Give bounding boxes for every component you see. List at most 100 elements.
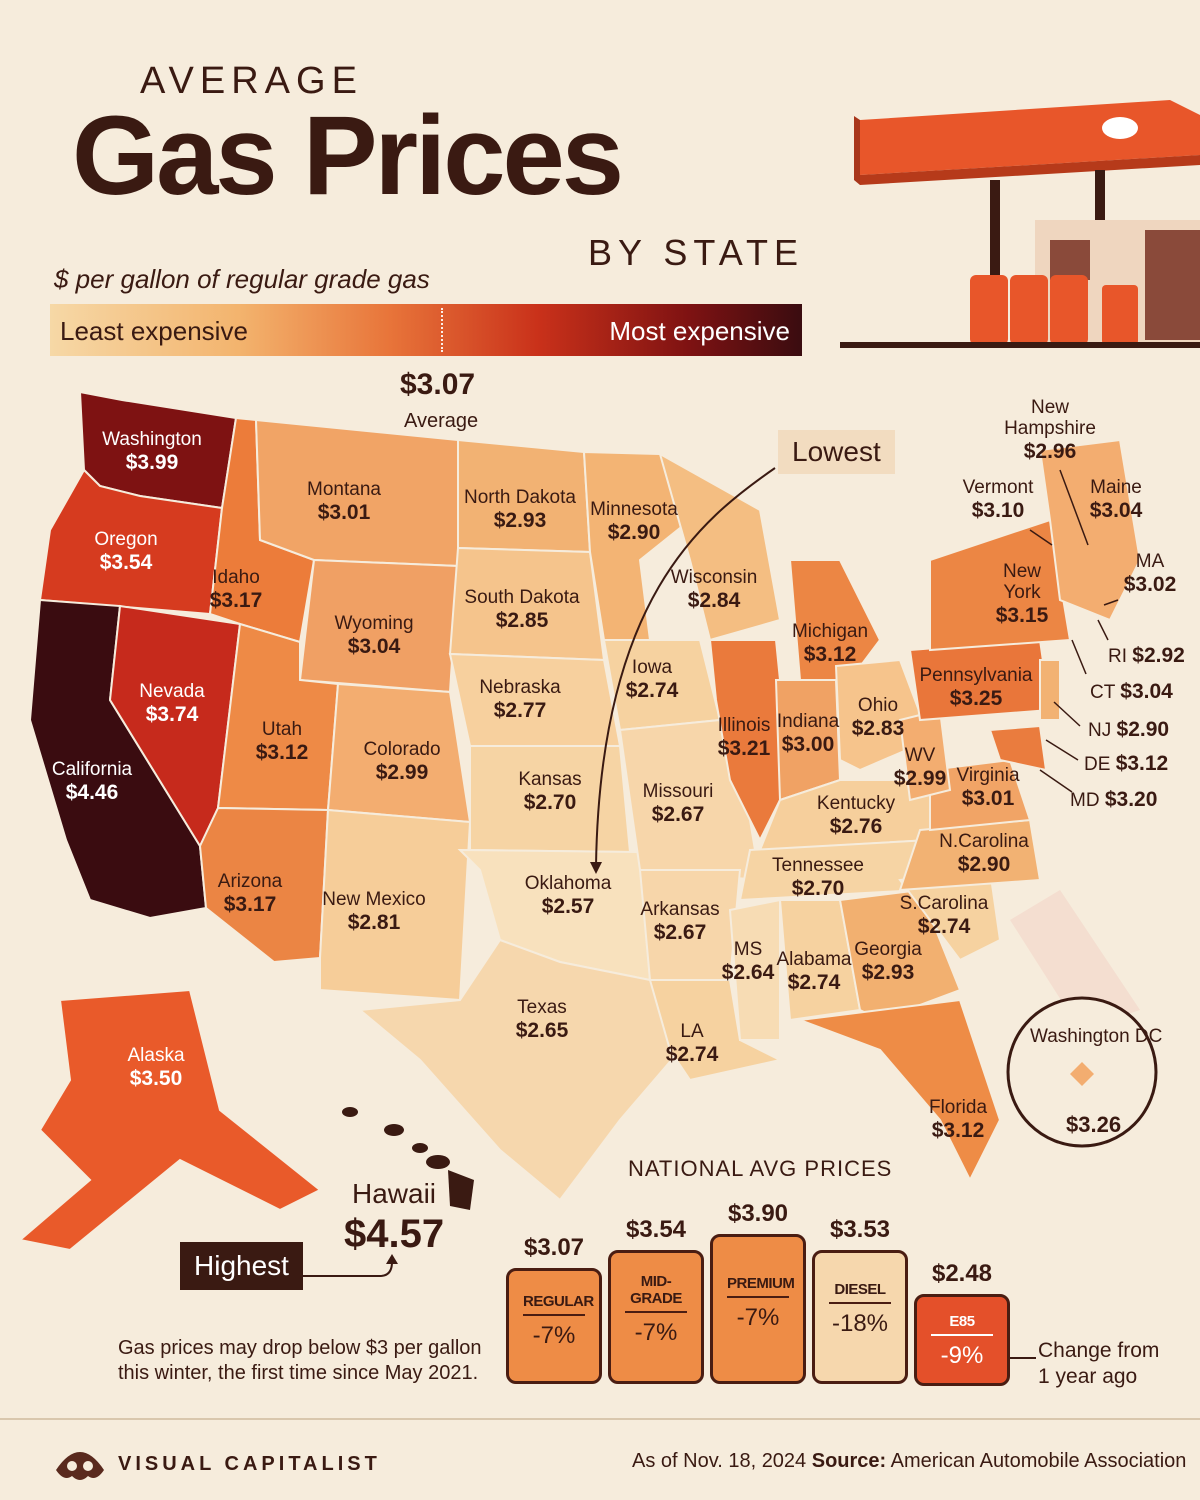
- lowest-arrow: [595, 467, 776, 867]
- virginia-shape: [929, 758, 1032, 832]
- as-of-date: As of Nov. 18, 2024: [632, 1450, 807, 1472]
- state-label-kentucky: Kentucky $2.76: [816, 793, 896, 838]
- visual-capitalist-logo-icon: [56, 1452, 104, 1480]
- dc-shape: [1070, 1062, 1094, 1086]
- state-label-ohio: Ohio $2.83: [851, 695, 905, 740]
- source-line: As of Nov. 18, 2024 Source: American Aut…: [632, 1450, 1186, 1473]
- state-label-connecticut: CT $3.04: [1090, 680, 1173, 703]
- mississippi-shape: [728, 898, 781, 1041]
- state-label-louisiana: LA $2.74: [665, 1021, 719, 1066]
- page-title: Gas Prices: [72, 93, 624, 218]
- state-label-massachusetts: MA $3.02: [1123, 551, 1177, 596]
- state-label-wisconsin: Wisconsin $2.84: [670, 567, 758, 612]
- state-label-nebraska: Nebraska $2.77: [479, 677, 561, 722]
- gas-station-illustration: [840, 100, 1200, 348]
- state-label-new-york: New York $3.15: [995, 561, 1049, 627]
- us-map: [17, 392, 1158, 1359]
- state-label-arizona: Arizona $3.17: [217, 871, 283, 916]
- highest-arrow: [300, 1261, 393, 1277]
- florida-shape: [799, 998, 1002, 1183]
- midgrade-change: -7%: [634, 1319, 678, 1346]
- state-label-rhode-island: RI $2.92: [1108, 644, 1185, 667]
- state-label-tennessee: Tennessee $2.70: [772, 855, 864, 900]
- footnote: Gas prices may drop below $3 per gallon …: [118, 1337, 482, 1384]
- legend-low-label: Least expensive: [60, 316, 248, 346]
- state-label-michigan: Michigan $3.12: [791, 621, 869, 666]
- state-label-iowa: Iowa $2.74: [625, 657, 679, 702]
- premium-name: PREMIUM: [727, 1275, 795, 1298]
- state-label-wyoming: Wyoming $3.04: [334, 613, 414, 658]
- regular-card: REGULAR -7%: [506, 1268, 602, 1384]
- e85-card: E85 -9%: [914, 1294, 1010, 1386]
- regular-name: REGULAR: [523, 1293, 594, 1316]
- state-label-idaho: Idaho $3.17: [209, 567, 263, 612]
- state-label-montana: Montana $3.01: [307, 479, 381, 524]
- leader-lines: [1029, 469, 1119, 793]
- state-label-missouri: Missouri $2.67: [642, 781, 714, 826]
- premium-card: PREMIUM -7%: [710, 1234, 806, 1384]
- state-label-pennsylvania: Pennsylvania $3.25: [919, 665, 1033, 710]
- national-title: NATIONAL AVG PRICES: [628, 1156, 893, 1181]
- diesel-price: $3.53: [829, 1216, 891, 1243]
- state-label-washington: Washington $3.99: [102, 429, 202, 474]
- new-york-shape: [929, 518, 1072, 652]
- highest-tag: Highest: [180, 1242, 303, 1290]
- diesel-name: DIESEL: [829, 1281, 891, 1304]
- state-label-colorado: Colorado $2.99: [363, 739, 441, 784]
- diesel-change: -18%: [831, 1310, 889, 1337]
- state-label-vermont: Vermont $3.10: [962, 477, 1034, 522]
- state-label-maine: Maine $3.04: [1089, 477, 1143, 522]
- source-name: American Automobile Association: [890, 1450, 1187, 1472]
- hawaii-name: Hawaii: [352, 1178, 437, 1209]
- source-label: Source:: [811, 1450, 887, 1472]
- midgrade-price: $3.54: [625, 1216, 687, 1243]
- state-label-kansas: Kansas $2.70: [518, 769, 582, 814]
- alaska-shape: [17, 988, 322, 1252]
- dc-name: Washington DC: [1030, 1026, 1163, 1047]
- state-label-oregon: Oregon $3.54: [94, 529, 158, 574]
- diesel-card: DIESEL -18%: [812, 1250, 908, 1384]
- legend-high-label: Most expensive: [609, 316, 790, 346]
- state-label-virginia: Virginia $3.01: [956, 765, 1020, 810]
- premium-change: -7%: [736, 1304, 780, 1331]
- state-label-new-mexico: New Mexico $2.81: [322, 889, 426, 934]
- state-label-alaska: Alaska $3.50: [127, 1045, 185, 1090]
- state-label-north-carolina: N.Carolina $2.90: [939, 831, 1029, 876]
- legend-midpoint: [441, 308, 443, 352]
- regular-price: $3.07: [523, 1234, 585, 1261]
- midgrade-name: MID-GRADE: [625, 1273, 687, 1313]
- dc-price: $3.26: [1066, 1112, 1122, 1137]
- illinois-shape: [708, 639, 792, 843]
- average-value: $3.07: [400, 368, 476, 401]
- state-label-illinois: Illinois $3.21: [717, 715, 771, 760]
- michigan-shape: [788, 559, 882, 681]
- state-label-north-dakota: North Dakota $2.93: [464, 487, 576, 532]
- dc-inset-pointer: [1010, 890, 1140, 1030]
- state-label-oklahoma: Oklahoma $2.57: [524, 873, 612, 918]
- title-pre: AVERAGE: [140, 60, 363, 102]
- hawaii-price: $4.57: [344, 1212, 445, 1256]
- color-legend-bar: [50, 304, 802, 356]
- brand-name: VISUAL CAPITALIST: [118, 1453, 381, 1475]
- state-label-minnesota: Minnesota $2.90: [590, 499, 678, 544]
- subtitle: $ per gallon of regular grade gas: [54, 264, 430, 294]
- average-label: Average: [404, 410, 479, 432]
- title-post: BY STATE: [588, 232, 805, 273]
- texas-shape: [357, 938, 682, 1202]
- footer-divider: [0, 1418, 1200, 1420]
- state-label-new-hampshire: New Hampshire $2.96: [1004, 397, 1096, 463]
- change-note: Change from 1 year ago: [1038, 1339, 1160, 1389]
- highest-label: Highest: [194, 1250, 289, 1281]
- state-label-georgia: Georgia $2.93: [854, 939, 922, 984]
- state-label-maryland: MD $3.20: [1070, 788, 1158, 811]
- state-label-west-virginia: WV $2.99: [893, 745, 947, 790]
- e85-change: -9%: [940, 1342, 984, 1369]
- new-jersey-shape: [1039, 659, 1061, 721]
- state-label-south-carolina: S.Carolina $2.74: [899, 893, 989, 938]
- state-label-nevada: Nevada $3.74: [139, 681, 205, 726]
- state-label-new-jersey: NJ $2.90: [1088, 718, 1170, 741]
- lowest-label: Lowest: [792, 436, 881, 467]
- state-label-california: California $4.46: [51, 759, 133, 804]
- state-label-delaware: DE $3.12: [1084, 752, 1169, 775]
